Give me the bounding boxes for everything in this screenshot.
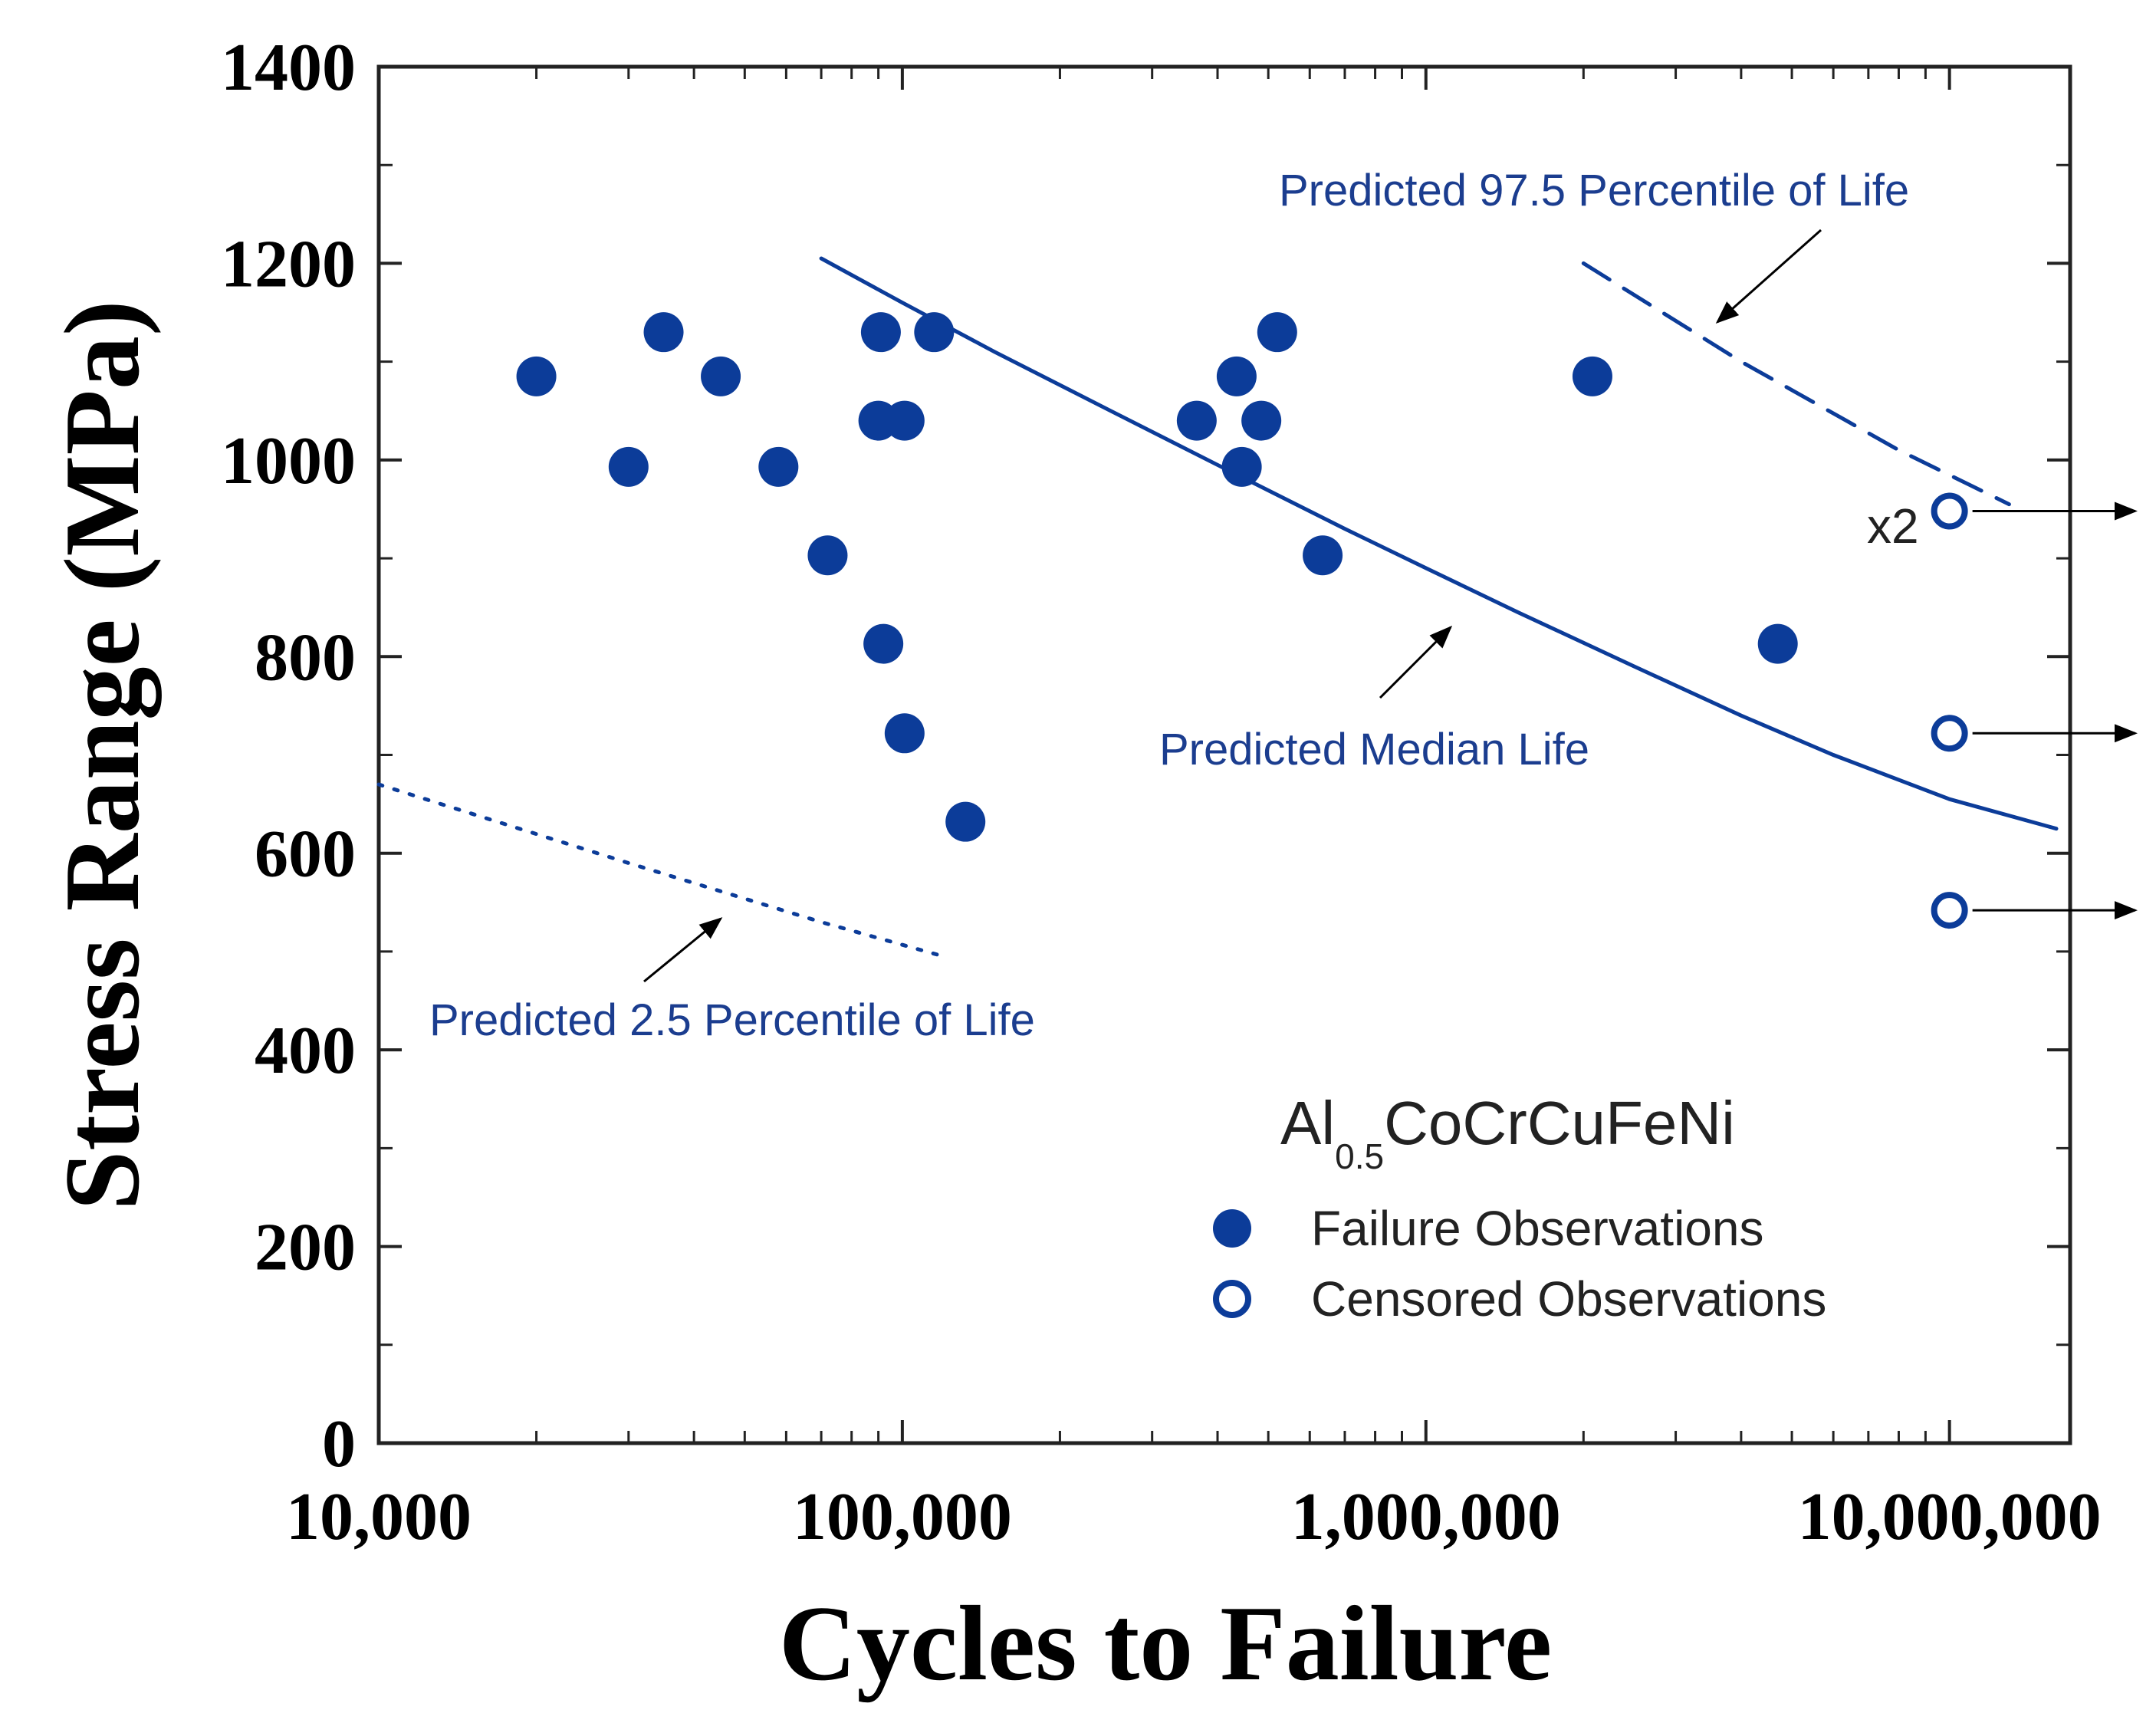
failure-point [758, 446, 799, 487]
x-tick-label: 100,000 [793, 1480, 1012, 1554]
median-life-curve [819, 256, 2059, 831]
failure-point [1257, 312, 1297, 353]
annotation-p25-arrow [643, 917, 723, 983]
x-tick-label: 10,000,000 [1798, 1480, 2102, 1554]
failure-point [608, 446, 649, 487]
y-tick-label: 400 [255, 1014, 356, 1088]
data-points [516, 312, 1968, 929]
x-tick-label: 10,000 [286, 1480, 472, 1554]
y-tick-label: 600 [255, 817, 356, 892]
failure-point [884, 400, 925, 441]
p25-life-curve [376, 782, 946, 959]
failure-point [1757, 623, 1798, 664]
y-axis-title: Stress Range (MPa) [43, 300, 162, 1210]
tick-marks [377, 65, 2070, 1445]
failure-point [863, 623, 904, 664]
failure-point [643, 312, 684, 353]
failure-point [1176, 400, 1217, 441]
legend: Al0.5CoCrCuFeNi Failure Observations Cen… [1213, 1089, 1826, 1327]
annotation-p25: Predicted 2.5 Percentile of Life [429, 995, 1035, 1045]
legend-failure-marker [1213, 1209, 1251, 1248]
x-axis-title: Cycles to Failure [779, 1584, 1552, 1703]
censored-point [1931, 892, 1968, 929]
failure-point [884, 713, 925, 754]
failure-point [1221, 446, 1262, 487]
failure-point [914, 312, 955, 353]
y-tick-label: 1400 [221, 31, 356, 105]
y-tick-label: 1200 [221, 227, 356, 301]
failure-point [860, 312, 901, 353]
y-tick-label: 800 [255, 620, 356, 695]
legend-censored-marker [1213, 1280, 1251, 1318]
prediction-curves [376, 256, 2059, 959]
failure-point [945, 801, 986, 842]
annotation-p975: Predicted 97.5 Percentile of Life [1279, 166, 1909, 215]
censored-point [1931, 492, 1968, 530]
legend-title: Al0.5CoCrCuFeNi [1280, 1089, 1735, 1176]
failure-point [1303, 535, 1343, 576]
censored-arrows [1972, 501, 2138, 920]
x-tick-label: 1,000,000 [1291, 1480, 1561, 1554]
legend-censored-label: Censored Observations [1311, 1271, 1826, 1327]
y-tick-label: 0 [322, 1407, 356, 1481]
annotation-x2: x2 [1867, 498, 1919, 554]
annotation-median-arrow [1379, 625, 1453, 699]
failure-point [516, 356, 557, 396]
censored-point [1931, 715, 1968, 752]
legend-failure-label: Failure Observations [1311, 1201, 1763, 1256]
annotation-median: Predicted Median Life [1159, 725, 1589, 774]
failure-point [1216, 356, 1257, 396]
annotation-p975-arrow [1715, 229, 1822, 324]
y-tick-label: 1000 [221, 424, 356, 498]
y-tick-label: 200 [255, 1211, 356, 1285]
p975-life-curve [1581, 261, 2011, 507]
failure-point [1241, 400, 1282, 441]
failure-point [1572, 356, 1612, 396]
failure-point [807, 535, 848, 576]
failure-point [701, 356, 741, 396]
